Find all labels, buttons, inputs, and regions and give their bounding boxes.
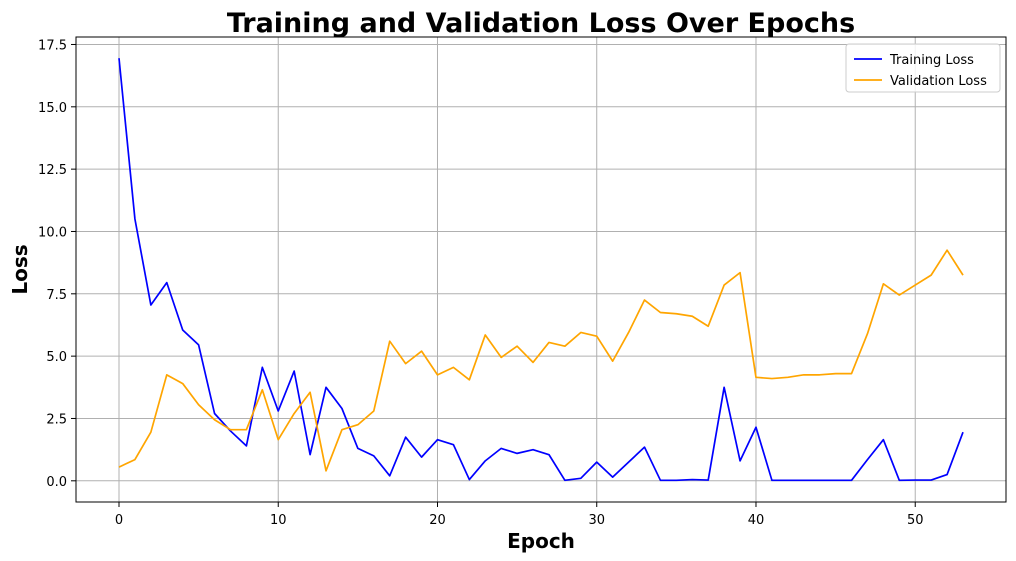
series-line-training-loss — [118, 58, 964, 482]
y-tick-label: 17.5 — [38, 38, 67, 53]
y-tick-label: 10.0 — [38, 225, 67, 240]
series-line-validation-loss — [118, 249, 964, 472]
grid-lines — [76, 37, 1006, 502]
series-lines — [118, 58, 964, 482]
legend-label: Training Loss — [889, 53, 974, 68]
legend-box — [845, 43, 1001, 93]
y-tick-label: 0.0 — [46, 475, 67, 490]
x-axis-label: Epoch — [507, 529, 575, 553]
y-tick-label: 7.5 — [46, 288, 67, 303]
y-tick-label: 12.5 — [38, 163, 67, 178]
y-tick-label: 2.5 — [46, 412, 67, 427]
x-tick-label: 0 — [115, 513, 123, 528]
x-tick-label: 20 — [429, 513, 446, 528]
y-axis-label: Loss — [8, 244, 32, 294]
chart-title: Training and Validation Loss Over Epochs — [227, 8, 855, 39]
legend: Training Loss Validation Loss — [845, 43, 1001, 93]
y-tick-label: 15.0 — [38, 101, 67, 116]
x-tick-label: 50 — [907, 513, 924, 528]
axis-ticks: 0 10 20 30 40 50 0.0 2.5 5.0 7.5 10.0 12.5 15.0 17.5 — [38, 38, 923, 528]
plot-frame — [75, 36, 1007, 503]
x-tick-label: 10 — [270, 513, 287, 528]
x-tick-label: 30 — [588, 513, 605, 528]
legend-label: Validation Loss — [890, 74, 987, 89]
y-tick-label: 5.0 — [46, 350, 67, 365]
x-tick-label: 40 — [748, 513, 765, 528]
